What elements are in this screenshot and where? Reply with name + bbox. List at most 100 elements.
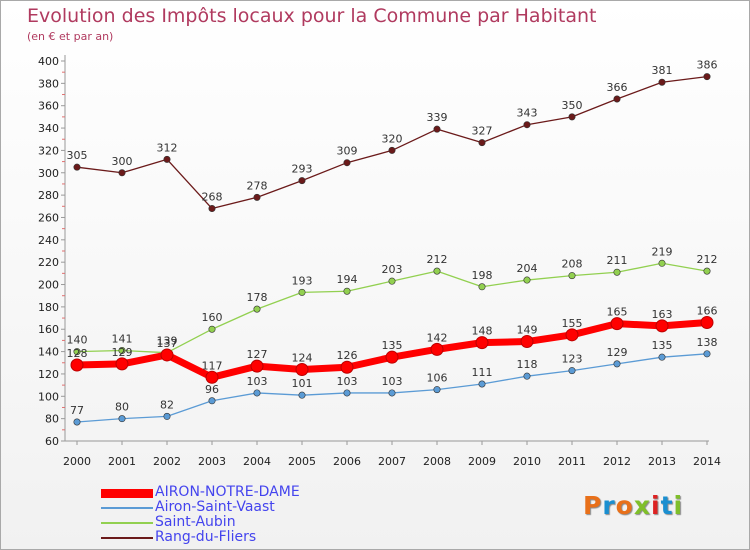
data-label-rang-du-fliers-2008: 339 (427, 111, 448, 124)
y-tick-label-260: 260 (38, 211, 59, 224)
data-label-rang-du-fliers-2005: 293 (292, 163, 313, 176)
data-label-saint-aubin-2013: 219 (652, 245, 673, 258)
data-point-airon-notre-dame-2014 (700, 316, 714, 330)
data-label-airon-notre-dame-2008: 142 (427, 331, 448, 344)
legend-swatch-saint-aubin (101, 522, 153, 524)
legend-label-airon-saint-vaast: Airon-Saint-Vaast (155, 499, 275, 515)
data-point-saint-aubin-2010 (523, 276, 531, 284)
y-tick-label-140: 140 (38, 346, 59, 359)
data-point-airon-notre-dame-2011 (565, 328, 579, 342)
data-point-airon-notre-dame-2008 (430, 342, 444, 356)
data-point-saint-aubin-2008 (433, 267, 441, 275)
data-label-saint-aubin-2008: 212 (427, 253, 448, 266)
data-point-airon-notre-dame-2010 (520, 335, 534, 349)
data-label-saint-aubin-2005: 193 (292, 274, 313, 287)
data-label-airon-notre-dame-2002: 137 (157, 337, 178, 350)
y-tick-label-180: 180 (38, 301, 59, 314)
logo-letter: i (651, 491, 661, 520)
data-point-rang-du-fliers-2009 (478, 139, 486, 147)
data-point-airon-saint-vaast-2012 (613, 360, 621, 368)
data-point-saint-aubin-2014 (703, 267, 711, 275)
logo-letter: t (660, 491, 674, 520)
data-point-saint-aubin-2006 (343, 287, 351, 295)
x-tick-label-2004: 2004 (243, 455, 271, 468)
data-label-airon-saint-vaast-2009: 111 (472, 366, 493, 379)
data-point-airon-notre-dame-2004 (250, 359, 264, 373)
data-point-saint-aubin-2000 (73, 348, 81, 356)
data-point-rang-du-fliers-2004 (253, 193, 261, 201)
data-point-airon-saint-vaast-2010 (523, 372, 531, 380)
y-tick-label-120: 120 (38, 368, 59, 381)
data-label-airon-notre-dame-2000: 128 (67, 347, 88, 360)
data-point-rang-du-fliers-2001 (118, 169, 126, 177)
data-label-airon-saint-vaast-2006: 103 (337, 375, 358, 388)
data-label-airon-saint-vaast-2013: 135 (652, 339, 673, 352)
data-point-saint-aubin-2012 (613, 268, 621, 276)
data-label-rang-du-fliers-2014: 386 (697, 59, 718, 72)
y-tick-label-200: 200 (38, 279, 59, 292)
data-label-airon-saint-vaast-2000: 77 (70, 404, 84, 417)
data-label-airon-saint-vaast-2012: 129 (607, 346, 628, 359)
logo-letter: i (673, 491, 684, 520)
x-tick-label-2008: 2008 (423, 455, 451, 468)
data-label-rang-du-fliers-2003: 268 (202, 191, 223, 204)
data-point-airon-notre-dame-2012 (610, 317, 624, 331)
data-point-airon-saint-vaast-2002 (163, 412, 171, 420)
data-point-airon-saint-vaast-2014 (703, 350, 711, 358)
data-label-airon-notre-dame-2007: 135 (382, 339, 403, 352)
x-tick-label-2005: 2005 (288, 455, 316, 468)
data-label-saint-aubin-2012: 211 (607, 254, 628, 267)
data-label-airon-saint-vaast-2004: 103 (247, 375, 268, 388)
data-point-rang-du-fliers-2008 (433, 125, 441, 133)
data-label-saint-aubin-2002: 139 (157, 335, 178, 348)
y-tick-label-400: 400 (38, 55, 59, 68)
data-point-airon-notre-dame-2009 (475, 336, 489, 350)
data-label-airon-saint-vaast-2011: 123 (562, 353, 583, 366)
data-label-airon-saint-vaast-2001: 80 (115, 401, 129, 414)
data-point-airon-saint-vaast-2006 (343, 389, 351, 397)
data-point-airon-saint-vaast-2000 (73, 418, 81, 426)
data-point-saint-aubin-2007 (388, 277, 396, 285)
data-label-airon-saint-vaast-2014: 138 (697, 336, 718, 349)
legend-swatch-rang-du-fliers (101, 537, 153, 539)
x-tick-label-2003: 2003 (198, 455, 226, 468)
data-point-saint-aubin-2009 (478, 283, 486, 291)
data-point-airon-saint-vaast-2008 (433, 386, 441, 394)
data-point-saint-aubin-2004 (253, 305, 261, 313)
data-point-saint-aubin-2005 (298, 288, 306, 296)
y-tick-label-300: 300 (38, 167, 59, 180)
data-label-airon-saint-vaast-2005: 101 (292, 377, 313, 390)
y-tick-label-280: 280 (38, 189, 59, 202)
data-label-airon-notre-dame-2012: 165 (607, 306, 628, 319)
y-tick-label-220: 220 (38, 256, 59, 269)
y-tick-label-320: 320 (38, 144, 59, 157)
y-tick-label-240: 240 (38, 234, 59, 247)
data-label-rang-du-fliers-2000: 305 (67, 149, 88, 162)
logo-letter: x (633, 491, 651, 520)
data-label-saint-aubin-2009: 198 (472, 269, 493, 282)
data-label-airon-notre-dame-2014: 166 (697, 305, 718, 318)
data-label-saint-aubin-2001: 141 (112, 332, 133, 345)
data-label-airon-notre-dame-2004: 127 (247, 348, 268, 361)
data-point-rang-du-fliers-2003 (208, 205, 216, 213)
data-label-saint-aubin-2003: 160 (202, 311, 223, 324)
data-point-airon-notre-dame-2007 (385, 350, 399, 364)
y-tick-label-340: 340 (38, 122, 59, 135)
data-point-airon-saint-vaast-2003 (208, 397, 216, 405)
data-point-saint-aubin-2001 (118, 346, 126, 354)
x-tick-label-2007: 2007 (378, 455, 406, 468)
data-label-saint-aubin-2006: 194 (337, 273, 358, 286)
data-label-saint-aubin-2014: 212 (697, 253, 718, 266)
data-point-rang-du-fliers-2002 (163, 155, 171, 163)
data-label-airon-saint-vaast-2003: 96 (205, 383, 219, 396)
y-tick-label-160: 160 (38, 323, 59, 336)
data-point-airon-saint-vaast-2005 (298, 391, 306, 399)
data-point-airon-notre-dame-2013 (655, 319, 669, 333)
data-point-rang-du-fliers-2014 (703, 73, 711, 81)
data-point-rang-du-fliers-2012 (613, 95, 621, 103)
data-label-airon-notre-dame-2009: 148 (472, 325, 493, 338)
legend-swatch-airon-saint-vaast (101, 507, 153, 509)
data-label-saint-aubin-2000: 140 (67, 334, 88, 347)
data-label-airon-saint-vaast-2010: 118 (517, 358, 538, 371)
